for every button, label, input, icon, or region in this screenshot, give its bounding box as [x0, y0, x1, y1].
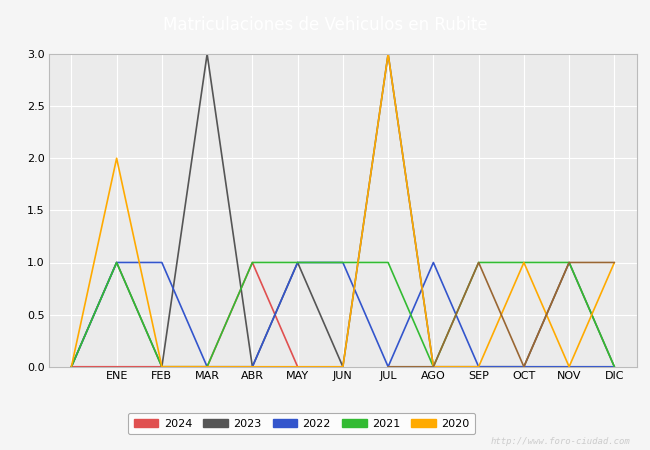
- Legend: 2024, 2023, 2022, 2021, 2020: 2024, 2023, 2022, 2021, 2020: [128, 413, 475, 434]
- Text: Matriculaciones de Vehiculos en Rubite: Matriculaciones de Vehiculos en Rubite: [162, 16, 488, 34]
- Text: http://www.foro-ciudad.com: http://www.foro-ciudad.com: [491, 436, 630, 446]
